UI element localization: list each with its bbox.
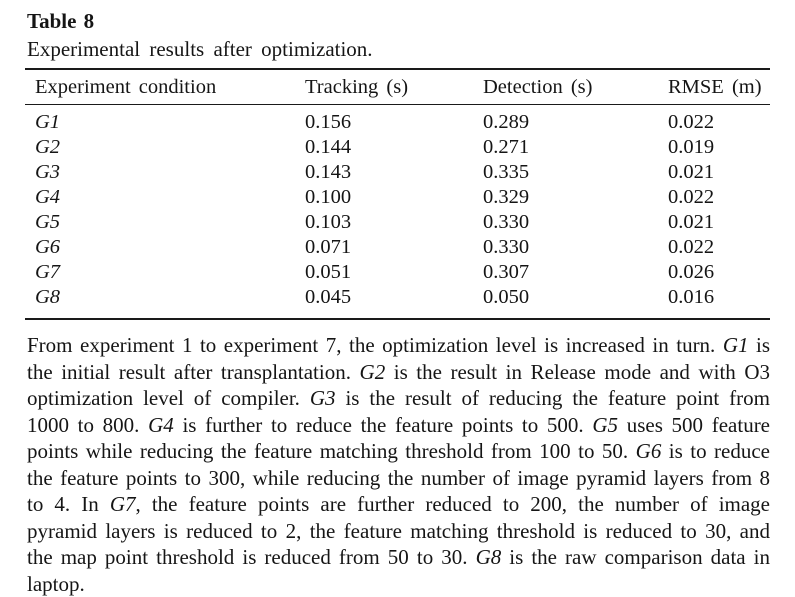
detection-cell: 0.307 <box>483 261 530 283</box>
experiment-condition-cell: G3 <box>35 161 61 183</box>
table-row: G7 0.051 0.307 0.026 <box>25 260 770 285</box>
footnote-text: is the result of reducing the feature po… <box>27 386 770 437</box>
column-header-tracking: Tracking (s) <box>305 69 483 105</box>
rmse-cell: 0.016 <box>668 286 715 308</box>
footnote-text: uses 500 feature points while reducing t… <box>27 412 771 464</box>
detection-cell: 0.050 <box>483 286 530 308</box>
footnote-text: , the feature points are further reduced… <box>27 492 770 569</box>
detection-cell: 0.335 <box>483 161 530 183</box>
footnote-text: is the raw comparison data in laptop. <box>27 545 770 596</box>
footnote-text: is the result in Release mode and with O… <box>27 359 770 411</box>
rmse-cell: 0.026 <box>668 261 715 283</box>
rmse-cell: 0.022 <box>668 236 715 258</box>
tracking-cell: 0.071 <box>305 236 352 258</box>
table-row: G6 0.071 0.330 0.022 <box>25 235 770 260</box>
experiment-ref: G3 <box>309 386 336 410</box>
experiment-condition-cell: G2 <box>35 136 61 158</box>
table-row: G1 0.156 0.289 0.022 <box>25 105 770 136</box>
column-header-experiment-condition: Experiment condition <box>25 69 305 105</box>
tracking-cell: 0.103 <box>305 211 352 233</box>
table-row: G2 0.144 0.271 0.019 <box>25 135 770 160</box>
footnote-text: is the initial result after transplantat… <box>27 333 770 384</box>
experiment-condition-cell: G5 <box>35 211 61 233</box>
experiment-condition-cell: G6 <box>35 236 61 258</box>
tracking-cell: 0.156 <box>305 111 352 133</box>
tracking-cell: 0.143 <box>305 161 352 183</box>
detection-cell: 0.330 <box>483 211 530 233</box>
experiment-condition-cell: G1 <box>35 111 61 133</box>
rmse-cell: 0.021 <box>668 161 715 183</box>
footnote-text: From experiment 1 to experiment 7, the o… <box>27 333 723 357</box>
table-header-row: Experiment condition Tracking (s) Detect… <box>25 69 770 105</box>
experiment-ref: G2 <box>359 359 386 384</box>
detection-cell: 0.330 <box>483 236 530 258</box>
table-row: G5 0.103 0.330 0.021 <box>25 210 770 235</box>
experiment-ref: G5 <box>592 412 619 437</box>
detection-cell: 0.329 <box>483 186 530 208</box>
tracking-cell: 0.045 <box>305 286 352 308</box>
results-table: Experiment condition Tracking (s) Detect… <box>25 68 770 320</box>
experiment-condition-cell: G4 <box>35 186 61 208</box>
rmse-cell: 0.019 <box>668 136 715 158</box>
experiment-ref: G8 <box>475 545 502 569</box>
footnote-text: is further to reduce the feature points … <box>173 412 593 437</box>
table-row: G8 0.045 0.050 0.016 <box>25 285 770 319</box>
experiment-ref: G7 <box>109 492 136 516</box>
experiment-ref: G1 <box>722 333 749 357</box>
table-row: G4 0.100 0.329 0.022 <box>25 185 770 210</box>
tracking-cell: 0.144 <box>305 136 352 158</box>
detection-cell: 0.289 <box>483 111 530 133</box>
column-header-detection: Detection (s) <box>483 69 668 105</box>
tracking-cell: 0.100 <box>305 186 352 208</box>
footnote-text: is to reduce the feature points to 300, … <box>27 439 770 516</box>
experiment-ref: G4 <box>148 412 174 437</box>
table-row: G3 0.143 0.335 0.021 <box>25 160 770 185</box>
rmse-cell: 0.021 <box>668 211 715 233</box>
experiment-condition-cell: G7 <box>35 261 61 283</box>
tracking-cell: 0.051 <box>305 261 352 283</box>
table-caption: Experimental results after optimization. <box>27 37 373 61</box>
table-footnote: From experiment 1 to experiment 7, the o… <box>27 332 770 597</box>
rmse-cell: 0.022 <box>668 186 715 208</box>
table-label: Table 8 <box>27 9 95 33</box>
column-header-rmse: RMSE (m) <box>668 69 770 105</box>
detection-cell: 0.271 <box>483 136 530 158</box>
experiment-condition-cell: G8 <box>35 286 61 308</box>
experiment-ref: G6 <box>635 439 662 463</box>
rmse-cell: 0.022 <box>668 111 715 133</box>
